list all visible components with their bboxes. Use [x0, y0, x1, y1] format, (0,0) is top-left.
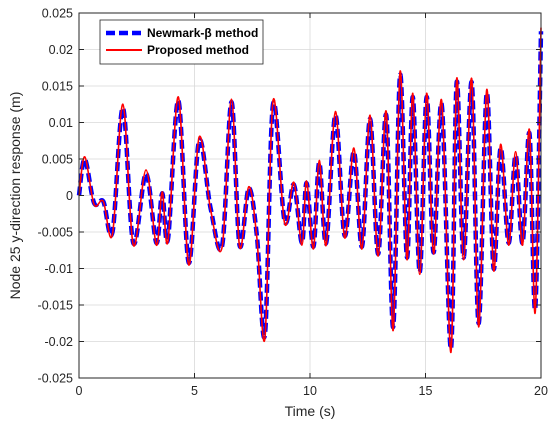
y-tick-label: 0	[66, 189, 73, 203]
series-proposed-line	[78, 27, 542, 354]
y-tick-label: -0.015	[38, 299, 73, 313]
y-axis-title: Node 25 y-direction response (m)	[7, 92, 23, 300]
x-tick-label: 5	[191, 384, 198, 398]
y-tick-labels: -0.025 -0.02 -0.015 -0.01 -0.005 0 0.005 0.01 0.…	[38, 7, 74, 386]
y-tick-label: -0.01	[45, 262, 74, 276]
legend: Newmark-β method Proposed method	[99, 19, 264, 65]
x-tick-label: 0	[76, 384, 83, 398]
x-tick-label: 20	[534, 384, 548, 398]
x-tick-label: 15	[419, 384, 433, 398]
y-tick-label: -0.02	[45, 335, 74, 349]
legend-label-proposed: Proposed method	[147, 43, 249, 57]
y-tick-label: -0.025	[38, 372, 73, 386]
y-tick-label: 0.01	[49, 116, 73, 130]
legend-box	[99, 19, 264, 65]
y-tick-label: 0.025	[42, 7, 73, 21]
y-tick-label: -0.005	[38, 226, 73, 240]
x-axis-title: Time (s)	[285, 403, 336, 419]
x-tick-label: 10	[303, 384, 317, 398]
tick-marks	[78, 12, 542, 379]
y-tick-label: 0.005	[42, 153, 73, 167]
series-layer	[76, 27, 544, 354]
y-tick-label: 0.02	[49, 43, 73, 57]
x-tick-labels: 0 5 10 15 20	[76, 384, 548, 398]
y-tick-label: 0.015	[42, 80, 73, 94]
legend-label-newmark: Newmark-β method	[147, 26, 258, 40]
